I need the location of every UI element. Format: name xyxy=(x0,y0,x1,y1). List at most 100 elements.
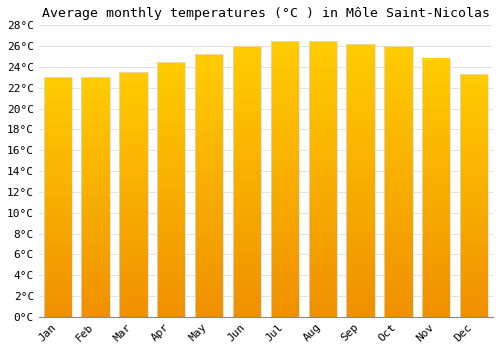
Bar xyxy=(233,170,261,173)
Bar xyxy=(346,314,375,317)
Bar xyxy=(384,141,412,144)
Bar xyxy=(308,193,337,195)
Bar xyxy=(422,201,450,203)
Bar xyxy=(195,117,224,120)
Bar xyxy=(270,151,299,154)
Bar xyxy=(157,113,186,115)
Bar xyxy=(384,281,412,284)
Bar xyxy=(460,266,488,268)
Bar xyxy=(460,108,488,111)
Bar xyxy=(308,93,337,96)
Bar xyxy=(82,295,110,298)
Bar xyxy=(384,187,412,190)
Bar xyxy=(195,209,224,212)
Bar xyxy=(44,290,72,293)
Bar xyxy=(157,245,186,248)
Bar xyxy=(460,268,488,271)
Bar xyxy=(44,168,72,171)
Bar xyxy=(119,214,148,217)
Bar xyxy=(119,167,148,170)
Bar xyxy=(119,75,148,77)
Bar xyxy=(270,102,299,104)
Bar xyxy=(346,281,375,284)
Bar xyxy=(157,153,186,156)
Bar xyxy=(82,223,110,226)
Bar xyxy=(270,195,299,198)
Bar xyxy=(82,106,110,108)
Bar xyxy=(460,156,488,159)
Bar xyxy=(346,175,375,178)
Bar xyxy=(157,62,186,64)
Bar xyxy=(270,278,299,281)
Bar xyxy=(270,93,299,96)
Bar xyxy=(195,217,224,220)
Bar xyxy=(308,82,337,85)
Bar xyxy=(346,199,375,202)
Bar xyxy=(233,108,261,111)
Bar xyxy=(346,55,375,58)
Bar xyxy=(270,118,299,121)
Bar xyxy=(44,166,72,168)
Bar xyxy=(82,135,110,137)
Bar xyxy=(308,107,337,110)
Bar xyxy=(157,103,186,105)
Bar xyxy=(233,114,261,117)
Bar xyxy=(157,194,186,197)
Bar xyxy=(82,266,110,269)
Bar xyxy=(346,202,375,205)
Bar xyxy=(82,269,110,271)
Bar xyxy=(346,52,375,55)
Bar xyxy=(157,250,186,253)
Bar xyxy=(233,252,261,254)
Bar xyxy=(384,276,412,279)
Bar xyxy=(346,85,375,88)
Bar xyxy=(346,311,375,314)
Bar xyxy=(460,193,488,196)
Bar xyxy=(44,130,72,132)
Bar xyxy=(270,162,299,165)
Bar xyxy=(44,190,72,192)
Bar xyxy=(44,180,72,183)
Bar xyxy=(82,195,110,197)
Bar xyxy=(157,67,186,69)
Bar xyxy=(346,98,375,101)
Bar xyxy=(346,300,375,303)
Bar xyxy=(384,189,412,192)
Bar xyxy=(270,110,299,113)
Bar xyxy=(233,165,261,168)
Bar xyxy=(384,295,412,298)
Bar xyxy=(422,167,450,170)
Bar xyxy=(346,148,375,150)
Bar xyxy=(422,214,450,216)
Bar xyxy=(346,134,375,137)
Bar xyxy=(270,107,299,110)
Bar xyxy=(422,309,450,312)
Bar xyxy=(233,262,261,265)
Bar xyxy=(422,84,450,87)
Bar xyxy=(44,89,72,92)
Bar xyxy=(195,230,224,233)
Bar xyxy=(346,49,375,52)
Bar xyxy=(44,276,72,279)
Bar xyxy=(82,293,110,295)
Bar xyxy=(195,57,224,60)
Bar xyxy=(384,249,412,252)
Bar xyxy=(233,300,261,303)
Bar xyxy=(346,229,375,232)
Bar xyxy=(195,201,224,204)
Bar xyxy=(460,280,488,283)
Bar xyxy=(44,195,72,197)
Bar xyxy=(119,104,148,106)
Bar xyxy=(270,209,299,212)
Bar xyxy=(82,108,110,111)
Bar xyxy=(157,105,186,108)
Bar xyxy=(233,73,261,76)
Bar xyxy=(157,110,186,113)
Bar xyxy=(44,178,72,180)
Bar xyxy=(346,240,375,243)
Bar xyxy=(308,129,337,132)
Bar xyxy=(195,251,224,254)
Bar xyxy=(195,104,224,107)
Bar xyxy=(233,241,261,244)
Bar xyxy=(422,87,450,90)
